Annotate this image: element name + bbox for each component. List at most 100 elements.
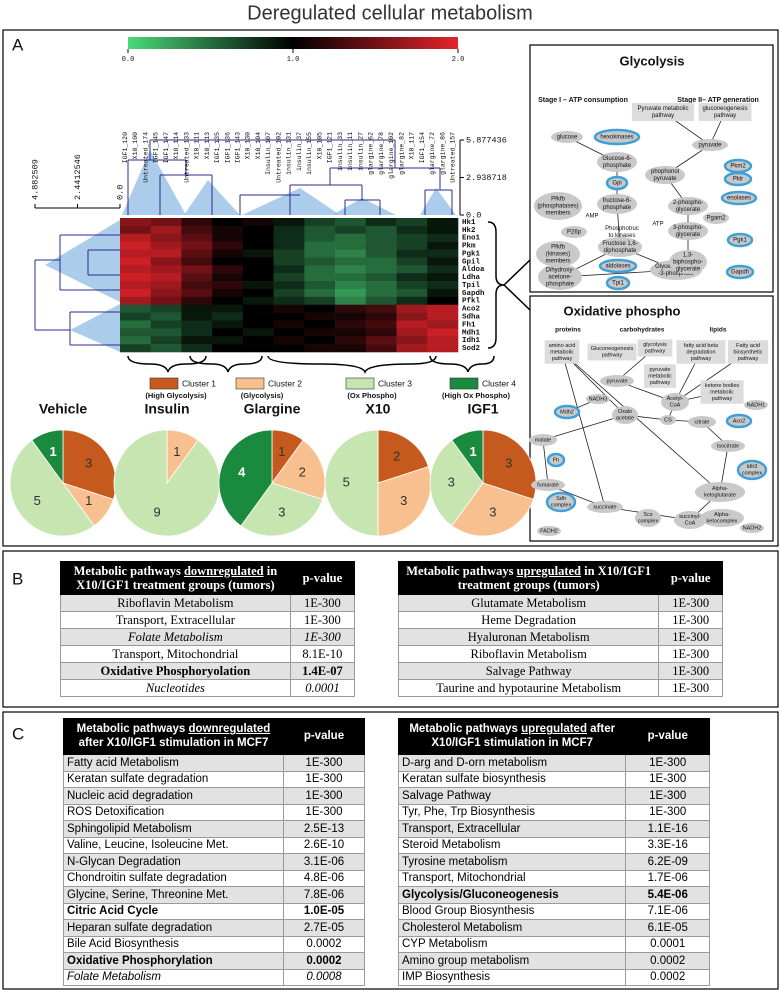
heatmap-cell	[304, 296, 336, 306]
heatmap-cell	[273, 304, 305, 313]
heatmap-cell	[273, 233, 305, 242]
heatmap-cell	[427, 288, 459, 298]
heatmap-cell	[181, 273, 213, 282]
table-row: Amino group metabolism 0.0002	[397, 952, 710, 970]
p-value: 1E-300	[289, 628, 356, 646]
pathway-node	[668, 197, 708, 215]
table-row: Nucleotides 0.0001	[60, 679, 356, 697]
heatmap-cell	[396, 344, 428, 353]
sample-label: IGF1_135	[214, 132, 221, 163]
node-label: proteins	[555, 327, 581, 334]
node-label: pathway	[714, 113, 736, 119]
top-dendrogram	[122, 139, 456, 215]
pathway-box	[544, 340, 580, 364]
p-value: 1E-300	[658, 594, 723, 612]
heatmap-cell	[396, 312, 428, 321]
gene-label: Gapdh	[462, 290, 485, 298]
pie-value-label: 3	[278, 505, 285, 520]
node-label: complex	[638, 519, 659, 525]
pathway-name: Citric Acid Cycle	[63, 902, 284, 920]
node-label: fructose-6-	[603, 198, 632, 204]
p-value: 1E-300	[658, 611, 723, 629]
p-value: 0.0001	[289, 679, 356, 697]
header-text: upregulated	[516, 563, 581, 578]
heatmap-cell	[242, 320, 274, 329]
table-row: Fatty acid Metabolism 1E-300	[63, 754, 366, 772]
heatmap-cell	[335, 273, 367, 282]
header-text: Metabolic pathways	[73, 563, 184, 578]
heatmap-cell	[335, 312, 367, 321]
node-label: Pklr	[733, 177, 743, 183]
p-value: 1E-300	[282, 754, 366, 772]
sample-label: X10_111	[194, 132, 201, 159]
node-label: fumarate	[537, 482, 559, 488]
heatmap-cell	[365, 336, 397, 345]
heatmap-cell	[396, 265, 428, 274]
sample-label: Untreated_174	[142, 132, 149, 183]
pathway-name: Riboflavin Metabolism	[397, 645, 660, 663]
sample-label: glargine_86	[439, 132, 446, 175]
heatmap-cell	[273, 257, 305, 266]
heatmap-cell	[304, 304, 336, 313]
table-row: Keratan sulfate degradation 1E-300	[63, 770, 366, 788]
pathway-node	[725, 264, 755, 280]
table-row: Cholesterol Metabolism 6.1E-05	[397, 919, 710, 937]
heatmap-cell	[335, 233, 367, 242]
gene-label: Pfkl	[462, 298, 481, 306]
sample-label: IGF1_121	[327, 132, 334, 163]
header-text: in X10/IGF1 treatment groups (tumors)	[76, 563, 278, 592]
pathway-name: N-Glycan Degradation	[63, 853, 284, 871]
heatmap-cell	[120, 218, 152, 227]
pathway-node	[700, 509, 744, 527]
pathway-name: Folate Metabolism	[60, 628, 291, 646]
header-text: after X10/IGF1 stimulation in MCF7	[78, 736, 269, 749]
pathway-arrow	[561, 351, 721, 493]
pathway-name: Salvage Pathway	[397, 662, 660, 680]
heatmap-cell	[396, 233, 428, 242]
node-label: -3-phosphate	[658, 271, 694, 277]
p-value: 1E-300	[625, 787, 710, 805]
pathway-node	[529, 434, 557, 446]
node-label: Acetyl-	[667, 396, 684, 402]
pathway-name: ROS Detoxification	[63, 803, 284, 821]
heatmap-cell	[427, 312, 459, 321]
pathway-name: Blood Group Biosynthesis	[397, 902, 627, 920]
node-label: diphosphate	[604, 248, 637, 254]
pie-value-label: 2	[299, 465, 306, 480]
pie-slice	[451, 482, 534, 537]
node-label: Fatty acid	[736, 343, 760, 349]
node-label: 2-phospho-	[673, 200, 703, 206]
heatmap-cell	[365, 344, 397, 353]
pathway-name: Fatty acid Metabolism	[63, 754, 284, 772]
node-label: Pyruvate metabolic	[637, 106, 688, 112]
heatmap-cell	[120, 257, 152, 266]
p-value: 4.8E-06	[282, 869, 366, 887]
heatmap-cell	[242, 304, 274, 313]
node-label: Pfkfb	[551, 197, 565, 203]
panel-label: A	[12, 35, 24, 54]
header-text: Metabolic pathways	[406, 563, 517, 578]
header-text: Metabolic pathways	[76, 723, 189, 736]
heatmap-cell	[335, 281, 367, 290]
pathway-name: Transport, Extracellular	[60, 611, 291, 629]
node-label: CS	[664, 417, 672, 423]
node-label: pyruvate	[606, 378, 627, 384]
heatmap-cell	[242, 265, 274, 274]
heatmap-cell	[273, 336, 305, 345]
heatmap-cell	[181, 281, 213, 290]
heatmap-cell	[396, 281, 428, 290]
pie-value-label: 5	[343, 474, 350, 489]
pie-value-label: 5	[34, 493, 41, 508]
table-row: Riboflavin Metabolism 1E-300	[397, 645, 723, 663]
heatmap-cell	[120, 233, 152, 242]
heatmap-cell	[120, 281, 152, 290]
heatmap-cell	[427, 233, 459, 242]
heatmap-cell	[273, 344, 305, 353]
node-label: Alpha-	[714, 512, 730, 518]
heatmap-cell	[212, 288, 244, 298]
node-label: glycolysis	[643, 342, 667, 348]
heatmap-cell	[120, 328, 152, 337]
node-label: citrate	[695, 419, 710, 425]
node-label: Pgk1	[733, 238, 747, 244]
